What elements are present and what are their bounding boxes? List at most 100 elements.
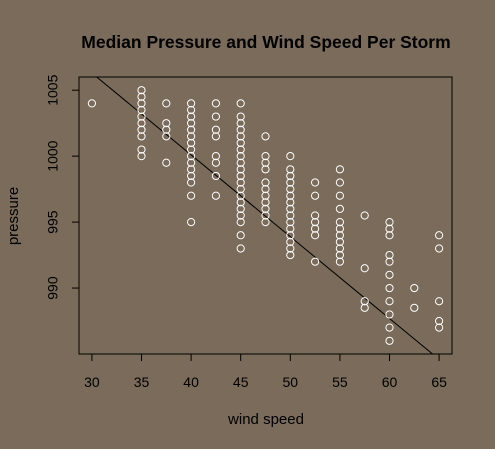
- data-point: [236, 145, 245, 154]
- data-point: [335, 191, 345, 200]
- data-point: [186, 152, 196, 161]
- data-point: [162, 158, 171, 167]
- data-point: [286, 152, 295, 161]
- data-point: [311, 231, 320, 240]
- data-point: [261, 178, 270, 187]
- data-point: [360, 303, 369, 312]
- data-point: [236, 119, 245, 128]
- data-point: [186, 158, 196, 167]
- data-point: [311, 211, 320, 220]
- data-point: [236, 158, 245, 167]
- data-point: [186, 125, 196, 134]
- x-tick-label: 30: [84, 374, 100, 390]
- data-point: [261, 191, 270, 200]
- data-point: [335, 165, 345, 174]
- data-point: [261, 198, 270, 207]
- data-point: [286, 171, 295, 181]
- data-point: [236, 112, 245, 121]
- data-point: [385, 231, 394, 240]
- data-point: [286, 244, 295, 253]
- data-point: [211, 191, 220, 200]
- data-point: [335, 217, 345, 227]
- data-point: [186, 138, 196, 148]
- data-point: [360, 297, 369, 306]
- y-tick-label: 995: [45, 210, 61, 234]
- data-point: [311, 257, 320, 266]
- plot-frame: [78, 76, 453, 355]
- data-point: [137, 105, 146, 115]
- data-point: [261, 132, 270, 141]
- data-point: [286, 191, 295, 200]
- x-tick-label: 45: [233, 374, 249, 390]
- data-point: [236, 99, 245, 108]
- data-point: [236, 178, 245, 187]
- data-point: [236, 244, 245, 253]
- data-point: [211, 125, 220, 134]
- data-point: [335, 237, 345, 246]
- y-axis-label: pressure: [5, 187, 22, 245]
- data-point: [236, 171, 245, 181]
- data-point: [435, 231, 444, 240]
- data-point: [137, 119, 146, 128]
- data-point: [236, 165, 245, 174]
- data-point: [186, 99, 196, 108]
- data-point: [186, 145, 196, 154]
- data-point: [186, 112, 196, 121]
- x-tick-label: 65: [431, 374, 447, 390]
- data-point: [186, 191, 196, 200]
- data-point: [211, 171, 220, 181]
- data-point: [311, 178, 320, 187]
- data-point: [261, 204, 270, 214]
- data-point: [435, 316, 444, 326]
- data-point: [335, 224, 345, 233]
- data-point: [286, 165, 295, 174]
- data-point: [385, 257, 394, 266]
- data-point: [236, 198, 245, 207]
- data-point: [137, 99, 146, 108]
- data-point: [261, 165, 270, 174]
- data-point: [261, 158, 270, 167]
- x-tick-label: 60: [382, 374, 398, 390]
- x-tick-label: 35: [134, 374, 150, 390]
- data-point: [261, 211, 270, 220]
- data-point: [286, 237, 295, 246]
- data-point: [385, 283, 394, 293]
- x-tick-label: 55: [332, 374, 348, 390]
- data-point: [385, 217, 394, 227]
- data-point: [137, 112, 146, 121]
- x-axis: 30 35 40 45 50 55 60 65: [84, 353, 447, 390]
- data-point: [186, 132, 196, 141]
- data-point: [311, 224, 320, 233]
- data-point: [236, 125, 245, 134]
- data-point: [236, 231, 245, 240]
- data-point: [335, 250, 345, 260]
- data-point: [261, 152, 270, 161]
- data-point: [286, 231, 295, 240]
- x-tick-label: 40: [183, 374, 199, 390]
- data-point: [236, 138, 245, 148]
- data-point: [162, 132, 171, 141]
- data-point: [360, 211, 369, 220]
- data-point: [236, 185, 245, 194]
- data-point: [236, 211, 245, 220]
- data-point: [335, 257, 345, 266]
- data-point: [286, 224, 295, 233]
- data-point: [211, 132, 220, 141]
- data-point: [211, 152, 220, 161]
- data-point: [435, 244, 444, 253]
- data-point: [137, 145, 146, 154]
- data-point: [385, 224, 394, 233]
- data-point: [286, 217, 295, 227]
- y-tick-label: 1000: [45, 140, 61, 171]
- data-point: [261, 185, 270, 194]
- data-point: [137, 152, 146, 161]
- x-tick-label: 50: [283, 374, 299, 390]
- data-point: [236, 204, 245, 214]
- data-point: [335, 204, 345, 214]
- data-point: [435, 297, 444, 306]
- data-point: [137, 86, 146, 95]
- data-point: [335, 231, 345, 240]
- data-point: [335, 178, 345, 187]
- data-point: [186, 178, 196, 187]
